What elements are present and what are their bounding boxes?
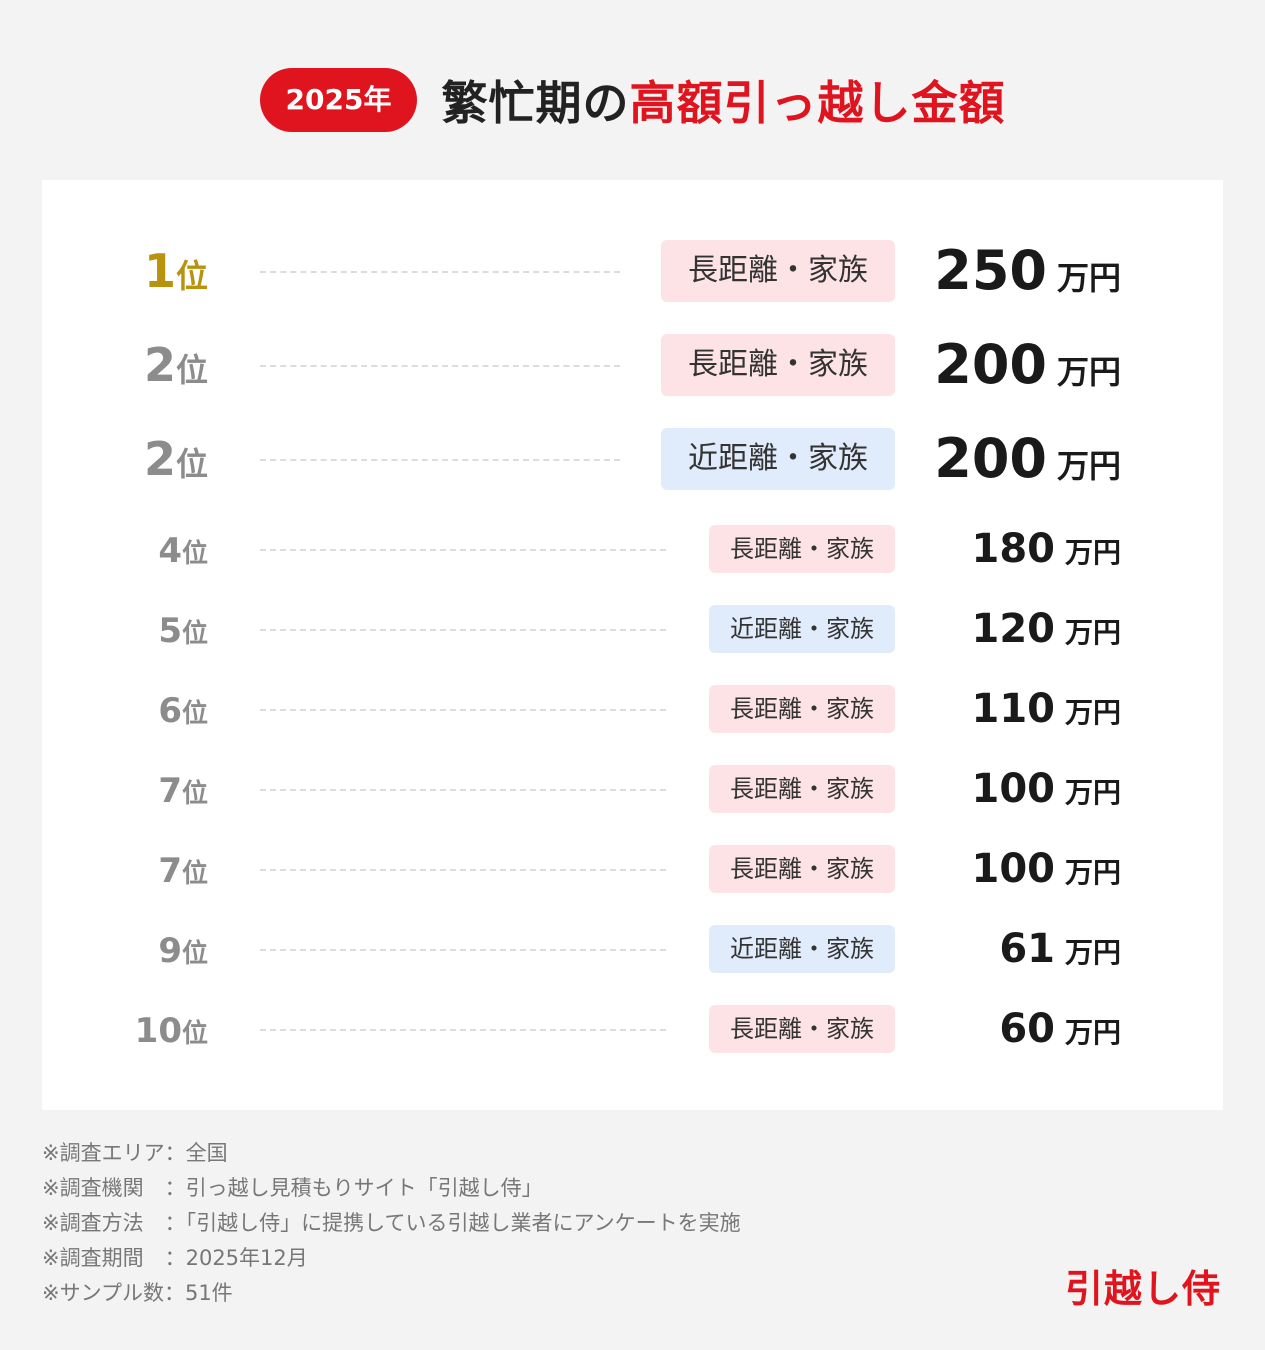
category-tag: 近距離・家族 — [709, 925, 895, 973]
ranking-row: 10位 長距離・家族 60 万円 — [42, 1003, 1223, 1055]
leader-dots — [260, 1029, 666, 1031]
note-period: ※調査期間 ：2025年12月 — [42, 1246, 308, 1270]
ranking-row: 7位 長距離・家族 100 万円 — [42, 843, 1223, 895]
survey-notes: ※調査エリア：全国 ※調査機関 ：引っ越し見積もりサイト「引越し侍」 ※調査方法… — [42, 1136, 942, 1311]
category-tag: 長距離・家族 — [661, 334, 895, 396]
ranking-row: 2位 近距離・家族 200 万円 — [42, 424, 1223, 494]
category-tag: 長距離・家族 — [709, 1005, 895, 1053]
leader-dots — [260, 789, 666, 791]
category-tag: 近距離・家族 — [661, 428, 895, 490]
amount: 100 万円 — [971, 846, 1121, 892]
leader-dots — [260, 271, 620, 273]
category-tag: 長距離・家族 — [709, 845, 895, 893]
category-tag: 長距離・家族 — [709, 685, 895, 733]
leader-dots — [260, 365, 620, 367]
amount: 180 万円 — [971, 526, 1121, 572]
category-tag: 長距離・家族 — [661, 240, 895, 302]
rank-label: 2位 — [143, 432, 208, 486]
note-area: ※調査エリア：全国 — [42, 1141, 228, 1165]
ranking-row: 1位 長距離・家族 250 万円 — [42, 236, 1223, 306]
category-tag: 長距離・家族 — [709, 525, 895, 573]
amount: 200 万円 — [934, 427, 1121, 490]
title-plain: 繁忙期の — [441, 76, 630, 130]
rank-label: 6位 — [158, 691, 208, 731]
amount: 110 万円 — [971, 686, 1121, 732]
ranking-row: 7位 長距離・家族 100 万円 — [42, 763, 1223, 815]
amount: 120 万円 — [971, 606, 1121, 652]
rank-label: 1位 — [143, 244, 208, 298]
leader-dots — [260, 629, 666, 631]
amount: 60 万円 — [999, 1006, 1121, 1052]
note-method: ※調査方法 ：「引越し侍」に提携している引越し業者にアンケートを実施 — [42, 1211, 741, 1235]
year-badge: 2025年 — [259, 68, 418, 132]
rank-label: 7位 — [158, 851, 208, 891]
rank-label: 5位 — [158, 611, 208, 651]
leader-dots — [260, 949, 666, 951]
ranking-row: 6位 長距離・家族 110 万円 — [42, 683, 1223, 735]
rank-label: 4位 — [158, 531, 208, 571]
leader-dots — [260, 709, 666, 711]
leader-dots — [260, 459, 620, 461]
category-tag: 近距離・家族 — [709, 605, 895, 653]
rank-label: 10位 — [134, 1011, 208, 1051]
note-sample-size: ※サンプル数：51件 — [42, 1281, 233, 1305]
note-organization: ※調査機関 ：引っ越し見積もりサイト「引越し侍」 — [42, 1176, 543, 1200]
ranking-row: 4位 長距離・家族 180 万円 — [42, 523, 1223, 575]
leader-dots — [260, 869, 666, 871]
page-title: 繁忙期の高額引っ越し金額 — [441, 67, 1005, 133]
ranking-card: 1位 長距離・家族 250 万円 2位 長距離・家族 200 万円 2位 近距離・家… — [42, 180, 1223, 1110]
title-accent: 高額引っ越し金額 — [629, 76, 1006, 130]
amount: 200 万円 — [934, 333, 1121, 396]
page-header: 2025年 繁忙期の高額引っ越し金額 — [0, 62, 1265, 138]
ranking-row: 2位 長距離・家族 200 万円 — [42, 330, 1223, 400]
amount: 250 万円 — [934, 239, 1121, 302]
ranking-row: 5位 近距離・家族 120 万円 — [42, 603, 1223, 655]
category-tag: 長距離・家族 — [709, 765, 895, 813]
rank-label: 9位 — [158, 931, 208, 971]
amount: 100 万円 — [971, 766, 1121, 812]
ranking-row: 9位 近距離・家族 61 万円 — [42, 923, 1223, 975]
amount: 61 万円 — [999, 926, 1121, 972]
brand-logo: 引越し侍 — [1064, 1267, 1221, 1311]
rank-label: 2位 — [143, 338, 208, 392]
leader-dots — [260, 549, 666, 551]
rank-label: 7位 — [158, 771, 208, 811]
